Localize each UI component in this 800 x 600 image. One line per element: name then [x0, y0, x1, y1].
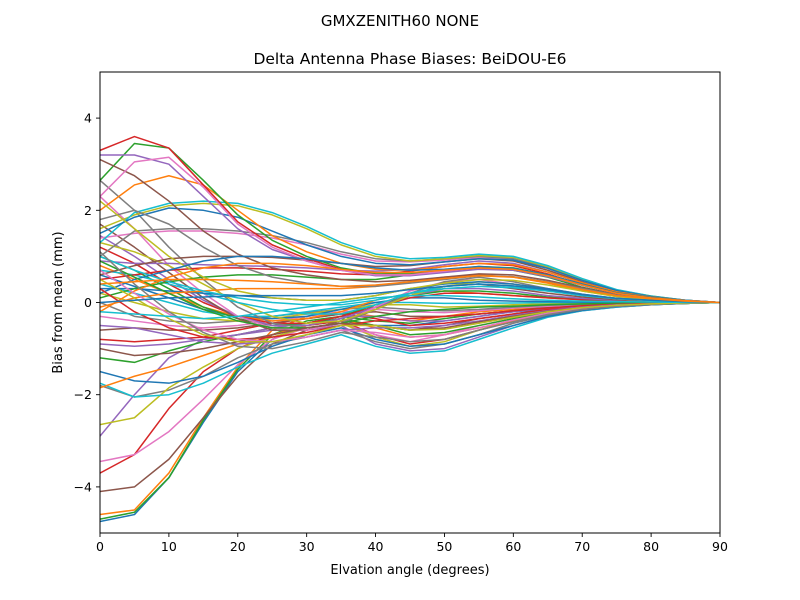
series-line	[100, 200, 720, 304]
y-tick-label: −2	[74, 387, 92, 402]
series-line	[100, 135, 720, 304]
x-axis-ticks: 0 10 20 30 40 50 60 70 80 90	[96, 533, 728, 554]
x-tick-label: 90	[712, 539, 728, 554]
y-tick-label: 4	[84, 111, 92, 126]
series-line	[100, 283, 720, 304]
series-line	[100, 275, 720, 304]
x-axis-label: Elvation angle (degrees)	[330, 563, 489, 578]
y-tick-label: −4	[74, 479, 92, 494]
series-line	[100, 251, 720, 350]
x-tick-label: 10	[161, 539, 177, 554]
series-lines	[100, 135, 720, 523]
chart-suptitle: GMXZENITH60 NONE	[321, 12, 479, 30]
series-line	[100, 200, 720, 304]
series-line	[100, 278, 720, 343]
x-tick-label: 0	[96, 539, 104, 554]
x-tick-label: 20	[230, 539, 246, 554]
series-line	[100, 260, 720, 329]
x-tick-label: 80	[643, 539, 659, 554]
y-axis-label: Bias from mean (mm)	[51, 231, 66, 373]
x-tick-label: 70	[574, 539, 590, 554]
x-tick-label: 50	[436, 539, 452, 554]
series-line	[100, 294, 720, 320]
series-line	[100, 301, 720, 357]
series-line	[100, 207, 720, 304]
series-line	[100, 301, 720, 384]
y-tick-label: 0	[84, 295, 92, 310]
y-tick-label: 2	[84, 203, 92, 218]
x-tick-label: 60	[505, 539, 521, 554]
chart-title: Delta Antenna Phase Biases: BeiDOU-E6	[253, 50, 566, 68]
y-axis-ticks: −4 −2 0 2 4	[74, 111, 100, 494]
x-tick-label: 30	[299, 539, 315, 554]
x-tick-label: 40	[368, 539, 384, 554]
series-line	[100, 262, 720, 313]
